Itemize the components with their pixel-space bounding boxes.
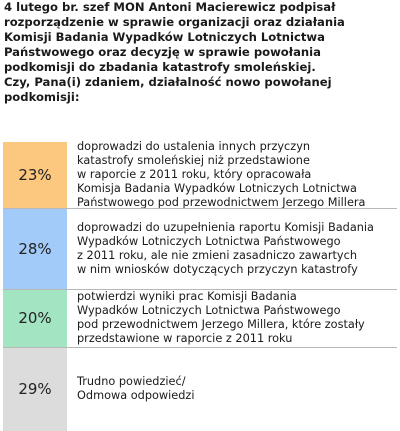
bar-segment-3: 20% [3,289,67,347]
bar-value-label: 20% [18,309,52,327]
bar-value-label: 23% [18,166,52,184]
bar-segment-2: 28% [3,208,67,289]
survey-question: 4 lutego br. szef MON Antoni Macierewicz… [4,0,345,104]
answer-label-4: Trudno powiedzieć/ Odmowa odpowiedzi [77,375,195,402]
answer-label-1: doprowadzi do ustalenia innych przyczyn … [77,140,366,209]
answer-label-2: doprowadzi do uzupełnienia raportu Komis… [77,220,374,276]
row-divider [3,208,397,209]
bar-value-label: 29% [18,380,52,398]
bar-segment-4: 29% [3,347,67,431]
bar-segment-1: 23% [3,142,67,208]
bar-value-label: 28% [18,239,52,258]
row-divider [3,347,397,348]
row-divider [3,289,397,290]
stacked-bar-chart: 23% doprowadzi do ustalenia innych przycz… [0,140,400,431]
answer-label-3: potwierdzi wyniki prac Komisji Badania W… [77,290,365,345]
